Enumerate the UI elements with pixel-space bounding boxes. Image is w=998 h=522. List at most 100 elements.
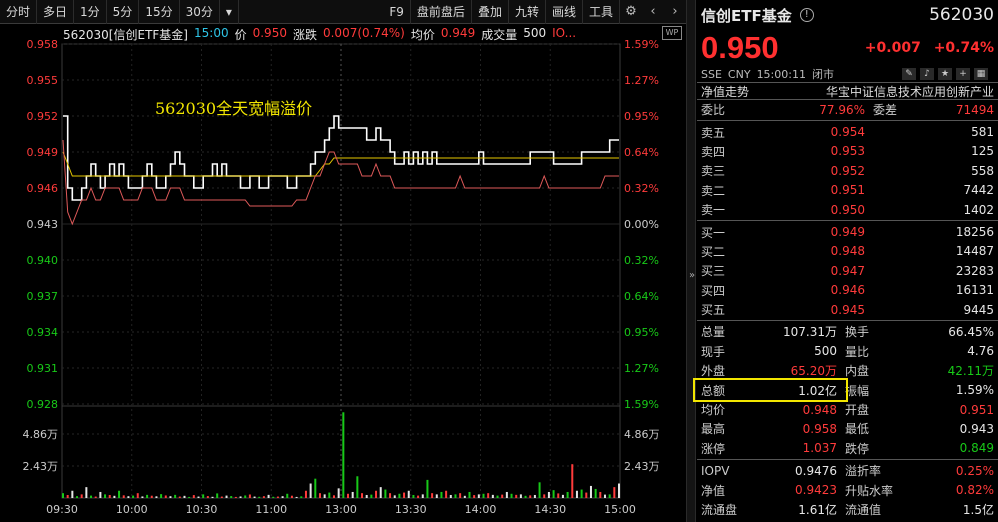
volume-bar <box>290 495 293 498</box>
ask-row[interactable]: 卖三 0.952 558 <box>697 161 998 180</box>
tab-30min[interactable]: 30分 <box>180 0 220 24</box>
weicha-value: 71494 <box>955 102 994 117</box>
stat-label: 涨停 <box>701 441 726 456</box>
y-tick-label: 0.949 <box>27 146 59 159</box>
volume-bar <box>216 493 219 498</box>
jiuzhuan-button[interactable]: 九转 <box>509 0 546 24</box>
volume-bar <box>258 496 261 498</box>
panel-icons: ✎ ♪ ★ + ▦ <box>902 68 988 80</box>
y-tick-label: 0.940 <box>27 254 59 267</box>
y-tick-label: 0.943 <box>27 218 59 231</box>
bid-row[interactable]: 买五 0.945 9445 <box>697 300 998 319</box>
volume-bar <box>515 494 518 498</box>
volume-bar <box>501 494 504 498</box>
chevron-down-icon[interactable]: ▾ <box>220 0 239 24</box>
stat-row: 总额 1.02亿 振幅 1.59% <box>697 380 998 399</box>
stat-value: 0.943 <box>959 421 994 436</box>
x-tick-label: 14:00 <box>465 503 497 516</box>
bid-row[interactable]: 买三 0.947 23283 <box>697 261 998 280</box>
volume-tick-label: 2.43万 <box>23 460 59 473</box>
star-icon[interactable]: ★ <box>938 68 952 80</box>
tracked-index[interactable]: 华宝中证信息技术应用创新产业 <box>825 84 994 99</box>
volume-bar <box>431 493 434 498</box>
tab-1min[interactable]: 1分 <box>74 0 107 24</box>
ask-row[interactable]: 卖四 0.953 125 <box>697 142 998 161</box>
stat-value: 1.02亿 <box>798 383 837 398</box>
ask-row[interactable]: 卖二 0.951 7442 <box>697 181 998 200</box>
tab-duori[interactable]: 多日 <box>37 0 75 24</box>
volume-bar <box>589 485 592 498</box>
f9-button[interactable]: F9 <box>383 0 411 24</box>
stat-label: 开盘 <box>845 403 870 418</box>
double-chevron-right-icon[interactable]: » <box>688 270 696 281</box>
volume-bar <box>370 494 373 498</box>
level-label: 买二 <box>701 244 726 259</box>
stat-label: 溢折率 <box>845 464 882 479</box>
stat-row: 流通盘 1.61亿 流通值 1.5亿 <box>697 500 998 519</box>
volume-bar <box>566 491 569 498</box>
level-volume: 558 <box>971 163 994 178</box>
volume-bar <box>118 490 121 498</box>
wp-badge[interactable]: WP <box>662 26 682 40</box>
bid-row[interactable]: 买一 0.949 18256 <box>697 222 998 241</box>
x-tick-label: 10:00 <box>116 503 148 516</box>
quote-panel: 信创ETF基金 ! 562030 0.950 +0.007 +0.74% SSE… <box>697 0 998 522</box>
stat-label: 总额 <box>701 383 726 398</box>
x-tick-label: 09:30 <box>46 503 78 516</box>
tools-button[interactable]: 工具 <box>583 0 620 24</box>
ask-row[interactable]: 卖一 0.950 1402 <box>697 200 998 219</box>
stat-value: 0.849 <box>959 441 994 456</box>
draw-line-button[interactable]: 画线 <box>546 0 583 24</box>
tab-5min[interactable]: 5分 <box>107 0 140 24</box>
tab-fenshi[interactable]: 分时 <box>0 0 38 24</box>
volume-bar <box>160 494 163 498</box>
y-right-tick-label: 1.27% <box>624 74 659 87</box>
x-tick-label: 13:00 <box>325 503 357 516</box>
volume-bar <box>594 488 597 498</box>
premarket-button[interactable]: 盘前盘后 <box>411 0 472 24</box>
weibi-label: 委比 <box>701 103 726 118</box>
volume-bar <box>613 487 616 498</box>
bid-row[interactable]: 买二 0.948 14487 <box>697 242 998 261</box>
volume-bar <box>440 491 443 498</box>
chart-canvas[interactable]: 0.958 1.59% 0.955 1.27% 0.952 0.95% 0.949 0.64%… <box>0 24 686 522</box>
chevron-left-icon[interactable]: ‹ <box>650 3 656 19</box>
edit-icon[interactable]: ✎ <box>902 68 916 80</box>
nav-row[interactable]: 净值走势 华宝中证信息技术应用创新产业 <box>697 82 998 100</box>
overlay-button[interactable]: 叠加 <box>472 0 509 24</box>
volume-bar <box>393 495 396 498</box>
info-icon[interactable]: ! <box>799 8 814 22</box>
volume-bar <box>407 490 410 498</box>
etf-stats-table: IOPV 0.9476 溢折率 0.25% 净值 0.9423 升贴水率 0.82% 流通盘 1.… <box>697 461 998 519</box>
volume-bar <box>575 490 578 498</box>
volume-bar <box>412 494 415 498</box>
volume-bar <box>538 482 541 498</box>
bell-icon[interactable]: ♪ <box>920 68 934 80</box>
volume-bar <box>449 494 452 498</box>
grid-icon[interactable]: ▦ <box>974 68 988 80</box>
stat-value: 0.82% <box>955 483 994 498</box>
volume-bar <box>463 495 466 498</box>
level-volume: 7442 <box>963 183 994 198</box>
intraday-chart[interactable]: 0.958 1.59% 0.955 1.27% 0.952 0.95% 0.949 0.64%… <box>0 24 686 522</box>
market-status-row: SSE CNY 15:00:11 闭市 ✎ ♪ ★ + ▦ <box>697 66 998 82</box>
add-icon[interactable]: + <box>956 68 970 80</box>
tab-15min[interactable]: 15分 <box>139 0 180 24</box>
panel-collapse-handle[interactable]: » <box>686 0 696 522</box>
gear-icon[interactable]: ⚙ <box>625 3 637 19</box>
ask-row[interactable]: 卖五 0.954 581 <box>697 122 998 141</box>
chevron-right-icon[interactable]: › <box>672 3 678 19</box>
volume-bar <box>417 495 420 498</box>
volume-bar <box>482 493 485 498</box>
volume-bar <box>272 496 275 498</box>
level-volume: 581 <box>971 125 994 140</box>
stat-value: 66.45% <box>948 324 994 339</box>
series-line <box>62 139 619 226</box>
price-change: +0.007 +0.74% <box>857 40 994 56</box>
bid-row[interactable]: 买四 0.946 16131 <box>697 281 998 300</box>
stat-row: 净值 0.9423 升贴水率 0.82% <box>697 480 998 499</box>
volume-bar <box>202 494 205 498</box>
stat-label: 量比 <box>845 344 870 359</box>
nav-trend-link[interactable]: 净值走势 <box>701 84 750 99</box>
volume-bar <box>85 487 88 498</box>
